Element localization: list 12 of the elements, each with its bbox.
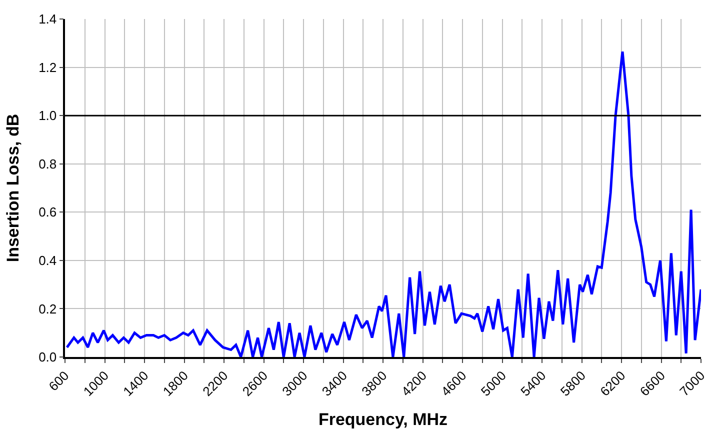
y-tick-label: 0.8 [38,156,57,172]
y-tick-label: 0.4 [38,252,57,268]
y-tick-label: 0.0 [38,350,57,365]
line-series [66,50,701,357]
x-tick-label: 600 [46,368,72,394]
y-tick-label: 0.6 [38,204,57,220]
y-tick-label: 0.2 [38,301,57,316]
x-axis-title: Frequency, MHz [318,410,448,429]
y-tick-label: 1.0 [38,108,57,124]
y-tick-label: 1.2 [38,60,57,75]
y-axis-title: Insertion Loss, dB [4,114,23,262]
y-tick-label: 1.4 [38,12,57,27]
